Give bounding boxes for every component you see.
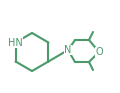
Text: N: N xyxy=(64,45,72,55)
Text: O: O xyxy=(95,47,103,57)
Text: HN: HN xyxy=(8,37,23,48)
